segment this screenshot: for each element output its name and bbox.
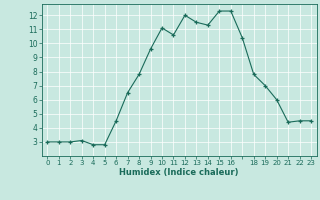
X-axis label: Humidex (Indice chaleur): Humidex (Indice chaleur)	[119, 168, 239, 177]
